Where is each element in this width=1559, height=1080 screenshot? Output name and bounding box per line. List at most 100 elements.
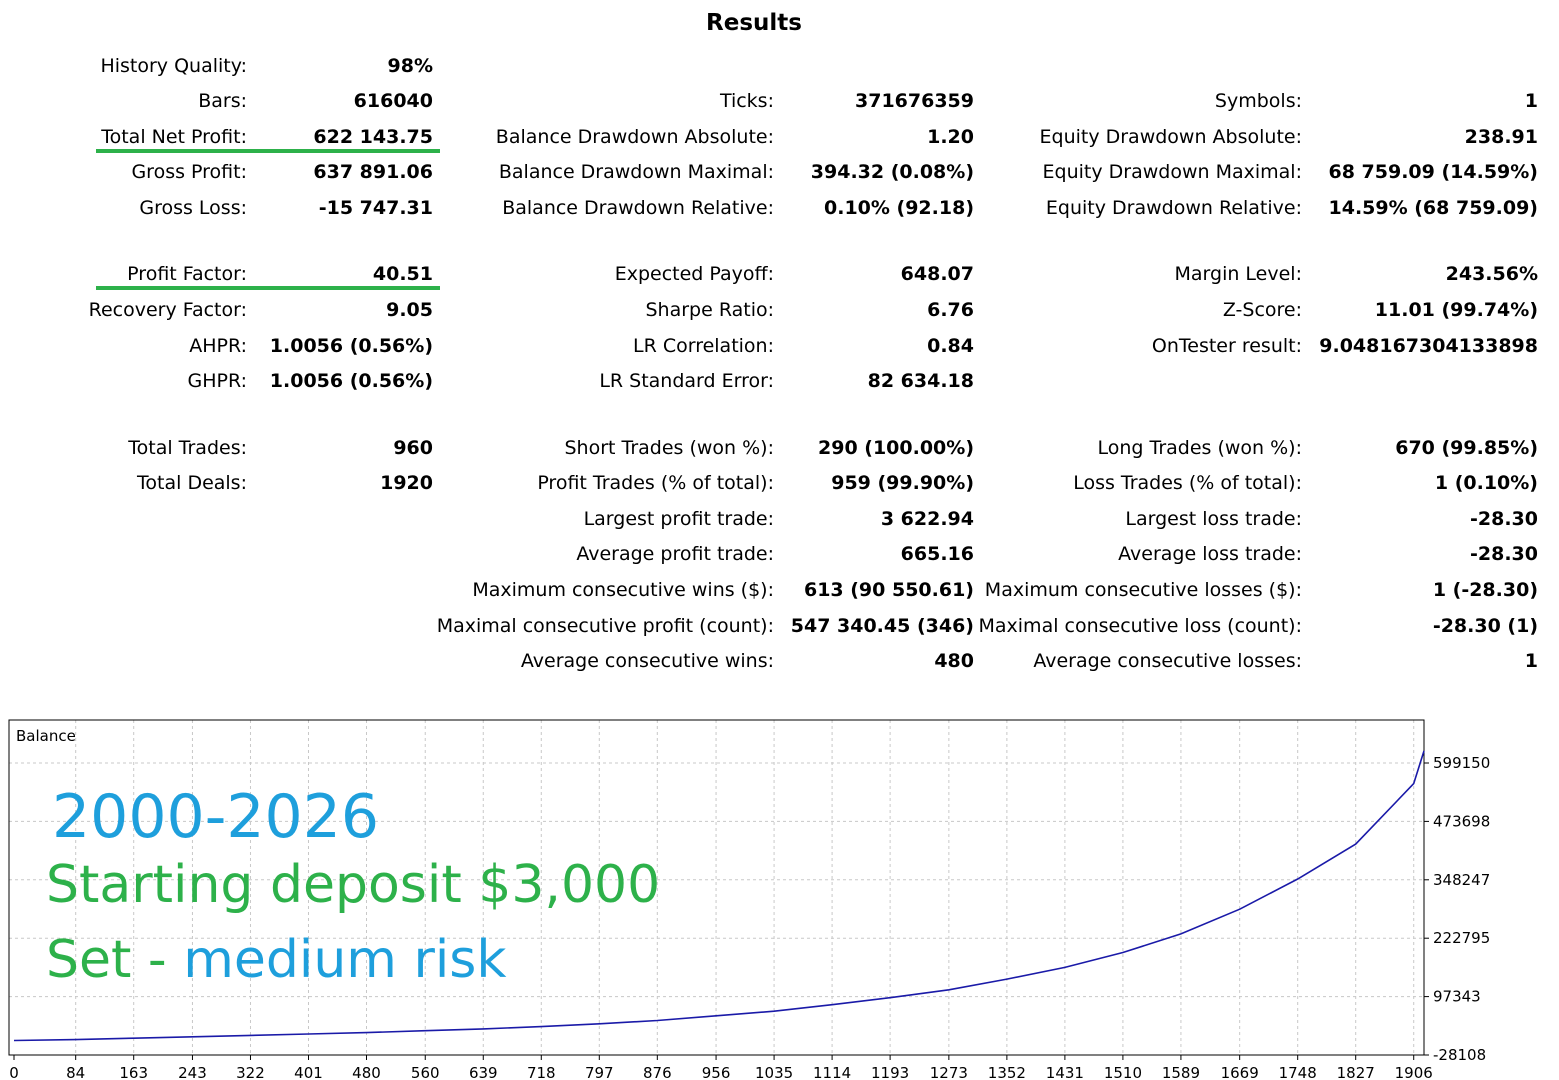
stat-value-maximum-consecutive-losses: 1 (-28.30) bbox=[1432, 579, 1538, 601]
stat-value-average-profit-trade: 665.16 bbox=[900, 543, 974, 565]
stat-label-average-consecutive-losses: Average consecutive losses: bbox=[1033, 650, 1302, 672]
stat-value-ahpr: 1.0056 (0.56%) bbox=[269, 335, 433, 357]
plot-frame bbox=[8, 719, 1425, 1056]
stat-label-maximum-consecutive-losses: Maximum consecutive losses ($): bbox=[984, 579, 1302, 601]
y-tick-label: 222795 bbox=[1433, 929, 1490, 947]
x-tick-label: 1510 bbox=[1104, 1064, 1142, 1080]
stat-value-maximal-consecutive-loss-count: -28.30 (1) bbox=[1432, 615, 1538, 637]
stat-value-bars: 616040 bbox=[353, 90, 433, 112]
stat-label-ghpr: GHPR: bbox=[187, 370, 248, 392]
x-tick-label: 876 bbox=[643, 1064, 672, 1080]
stat-label-ahpr: AHPR: bbox=[189, 335, 247, 357]
stat-value-recovery-factor: 9.05 bbox=[386, 299, 433, 321]
stat-value-loss-trades-of-total: 1 (0.10%) bbox=[1434, 472, 1538, 494]
stat-value-total-deals: 1920 bbox=[380, 472, 433, 494]
stat-label-sharpe-ratio: Sharpe Ratio: bbox=[645, 299, 774, 321]
stat-value-equity-drawdown-absolute: 238.91 bbox=[1464, 126, 1538, 148]
y-tick-label: -28108 bbox=[1433, 1046, 1486, 1064]
balance-chart: 599150 473698 348247 222795 97343 -28108 0 84 16… bbox=[8, 719, 1490, 1080]
total-net-profit-underline bbox=[96, 149, 440, 153]
stat-label-total-trades: Total Trades: bbox=[128, 437, 247, 459]
stat-value-average-loss-trade: -28.30 bbox=[1470, 543, 1538, 565]
stat-label-lr-correlation: LR Correlation: bbox=[633, 335, 774, 357]
stat-label-expected-payoff: Expected Payoff: bbox=[614, 263, 774, 285]
balance-line bbox=[13, 750, 1425, 1042]
stat-label-equity-drawdown-maximal: Equity Drawdown Maximal: bbox=[1042, 161, 1302, 183]
x-tick-label: 1748 bbox=[1279, 1064, 1317, 1080]
stat-value-lr-standard-error: 82 634.18 bbox=[867, 370, 974, 392]
stat-label-long-trades-won: Long Trades (won %): bbox=[1097, 437, 1302, 459]
y-tick-label: 97343 bbox=[1433, 988, 1481, 1006]
stat-label-balance-drawdown-relative: Balance Drawdown Relative: bbox=[502, 197, 774, 219]
x-tick-label: 1352 bbox=[988, 1064, 1026, 1080]
x-tick-label: 1827 bbox=[1337, 1064, 1375, 1080]
stat-label-largest-profit-trade: Largest profit trade: bbox=[583, 508, 774, 530]
stat-value-margin-level: 243.56% bbox=[1445, 263, 1538, 285]
stat-value-total-net-profit: 622 143.75 bbox=[313, 126, 433, 148]
stat-value-average-consecutive-losses: 1 bbox=[1524, 650, 1538, 672]
results-title: Results bbox=[706, 10, 802, 36]
stat-value-gross-profit: 637 891.06 bbox=[313, 161, 433, 183]
stat-label-loss-trades-of-total: Loss Trades (% of total): bbox=[1073, 472, 1302, 494]
x-tick-label: 1035 bbox=[755, 1064, 793, 1080]
x-tick-label: 401 bbox=[294, 1064, 323, 1080]
x-tick-label: 84 bbox=[66, 1064, 85, 1080]
overlay-set-prefix: Set - bbox=[46, 930, 184, 990]
stat-label-balance-drawdown-maximal: Balance Drawdown Maximal: bbox=[498, 161, 774, 183]
stat-label-largest-loss-trade: Largest loss trade: bbox=[1125, 508, 1302, 530]
stat-value-long-trades-won: 670 (99.85%) bbox=[1395, 437, 1538, 459]
stat-value-expected-payoff: 648.07 bbox=[900, 263, 974, 285]
x-tick-label: 480 bbox=[352, 1064, 381, 1080]
stat-value-maximal-consecutive-profit-count: 547 340.45 (346) bbox=[790, 615, 974, 637]
x-tick-label: 163 bbox=[119, 1064, 148, 1080]
stat-label-lr-standard-error: LR Standard Error: bbox=[599, 370, 774, 392]
stat-label-profit-factor: Profit Factor: bbox=[127, 263, 247, 285]
stat-value-ghpr: 1.0056 (0.56%) bbox=[269, 370, 433, 392]
x-tick-label: 1193 bbox=[871, 1064, 909, 1080]
stat-value-short-trades-won: 290 (100.00%) bbox=[818, 437, 974, 459]
stat-label-bars: Bars: bbox=[198, 90, 247, 112]
stat-label-margin-level: Margin Level: bbox=[1174, 263, 1303, 285]
stat-value-history-quality: 98% bbox=[387, 55, 433, 77]
x-tick-label: 1114 bbox=[813, 1064, 851, 1080]
stat-value-sharpe-ratio: 6.76 bbox=[927, 299, 974, 321]
x-tick-label: 718 bbox=[527, 1064, 556, 1080]
overlay-deposit: Starting deposit $3,000 bbox=[46, 855, 661, 915]
stat-label-z-score: Z-Score: bbox=[1222, 299, 1302, 321]
stat-value-largest-loss-trade: -28.30 bbox=[1470, 508, 1538, 530]
stat-label-symbols: Symbols: bbox=[1214, 90, 1302, 112]
x-tick-label: 560 bbox=[411, 1064, 440, 1080]
stat-value-profit-trades-of-total: 959 (99.90%) bbox=[831, 472, 974, 494]
stat-label-recovery-factor: Recovery Factor: bbox=[88, 299, 247, 321]
stat-value-equity-drawdown-relative: 14.59% (68 759.09) bbox=[1328, 197, 1539, 219]
stat-value-balance-drawdown-maximal: 394.32 (0.08%) bbox=[810, 161, 974, 183]
x-tick-label: 1431 bbox=[1046, 1064, 1084, 1080]
stat-label-total-deals: Total Deals: bbox=[137, 472, 247, 494]
stat-label-maximal-consecutive-loss-count: Maximal consecutive loss (count): bbox=[978, 615, 1303, 637]
stat-label-average-profit-trade: Average profit trade: bbox=[576, 543, 774, 565]
stat-label-average-loss-trade: Average loss trade: bbox=[1118, 543, 1302, 565]
stat-value-largest-profit-trade: 3 622.94 bbox=[880, 508, 974, 530]
overlay-set-risk: medium risk bbox=[183, 930, 507, 990]
stat-label-ticks: Ticks: bbox=[719, 90, 774, 112]
stat-label-gross-profit: Gross Profit: bbox=[131, 161, 247, 183]
stat-value-maximum-consecutive-wins: 613 (90 550.61) bbox=[803, 579, 974, 601]
stat-label-maximum-consecutive-wins: Maximum consecutive wins ($): bbox=[472, 579, 774, 601]
x-tick-label: 639 bbox=[469, 1064, 498, 1080]
stat-value-z-score: 11.01 (99.74%) bbox=[1374, 299, 1538, 321]
stat-label-gross-loss: Gross Loss: bbox=[139, 197, 247, 219]
x-tick-label: 1273 bbox=[930, 1064, 968, 1080]
stat-value-symbols: 1 bbox=[1524, 90, 1538, 112]
stat-value-total-trades: 960 bbox=[393, 437, 433, 459]
stat-value-balance-drawdown-relative: 0.10% (92.18) bbox=[824, 197, 974, 219]
stat-label-balance-drawdown-absolute: Balance Drawdown Absolute: bbox=[495, 126, 774, 148]
x-tick-label: 1669 bbox=[1221, 1064, 1259, 1080]
y-tick-label: 348247 bbox=[1433, 871, 1490, 889]
stat-label-history-quality: History Quality: bbox=[100, 55, 247, 77]
stat-value-average-consecutive-wins: 480 bbox=[934, 650, 974, 672]
stat-value-gross-loss: -15 747.31 bbox=[318, 197, 433, 219]
stat-label-average-consecutive-wins: Average consecutive wins: bbox=[520, 650, 774, 672]
stat-value-ticks: 371676359 bbox=[855, 90, 974, 112]
stat-label-total-net-profit: Total Net Profit: bbox=[101, 126, 247, 148]
stat-label-ontester-result: OnTester result: bbox=[1151, 335, 1302, 357]
